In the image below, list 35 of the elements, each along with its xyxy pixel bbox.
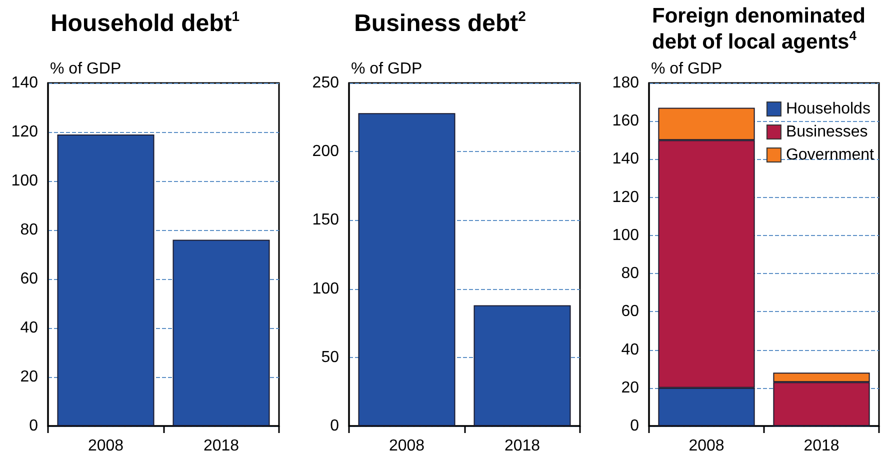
legend-label: Households [786, 100, 870, 118]
y-tick-label: 40 [20, 320, 38, 336]
y-tick-label: 50 [321, 348, 340, 366]
x-tick-label: 2018 [203, 438, 240, 454]
y-tick-label: 150 [312, 212, 340, 229]
y-tick-label: 120 [11, 124, 38, 140]
y-tick-label: 20 [20, 368, 38, 386]
y-tick-label: 160 [612, 112, 640, 130]
y-tick-label: 0 [29, 418, 38, 434]
x-tick-label: 2008 [688, 438, 724, 454]
y-tick-label: 140 [11, 74, 38, 92]
y-tick-label: 40 [621, 341, 640, 358]
y-tick-label: 0 [630, 418, 640, 434]
y-tick-label: 20 [621, 379, 640, 396]
y-tick-label: 0 [330, 418, 340, 434]
x-tick-label: 2008 [388, 438, 425, 454]
y-tick-label: 60 [621, 303, 640, 320]
x-tick-label: 2018 [804, 438, 840, 454]
y-tick-label: 180 [612, 74, 640, 92]
legend-label: Businesses [786, 124, 868, 140]
y-tick-label: 80 [621, 265, 640, 282]
y-tick-label: 60 [20, 270, 38, 288]
y-tick-label: 140 [612, 150, 640, 168]
y-axis-title: % of GDP [50, 60, 122, 78]
y-tick-label: 120 [612, 188, 640, 206]
x-tick-label: 2008 [88, 438, 124, 454]
y-tick-label: 100 [612, 226, 640, 244]
y-axis-title: % of GDP [351, 60, 422, 78]
x-tick-label: 2018 [504, 438, 540, 454]
y-tick-label: 100 [11, 172, 38, 190]
y-tick-label: 200 [312, 143, 340, 160]
y-axis-title: % of GDP [651, 60, 722, 78]
y-tick-label: 80 [20, 222, 38, 238]
y-tick-label: 100 [312, 280, 340, 298]
y-tick-label: 250 [312, 74, 340, 92]
